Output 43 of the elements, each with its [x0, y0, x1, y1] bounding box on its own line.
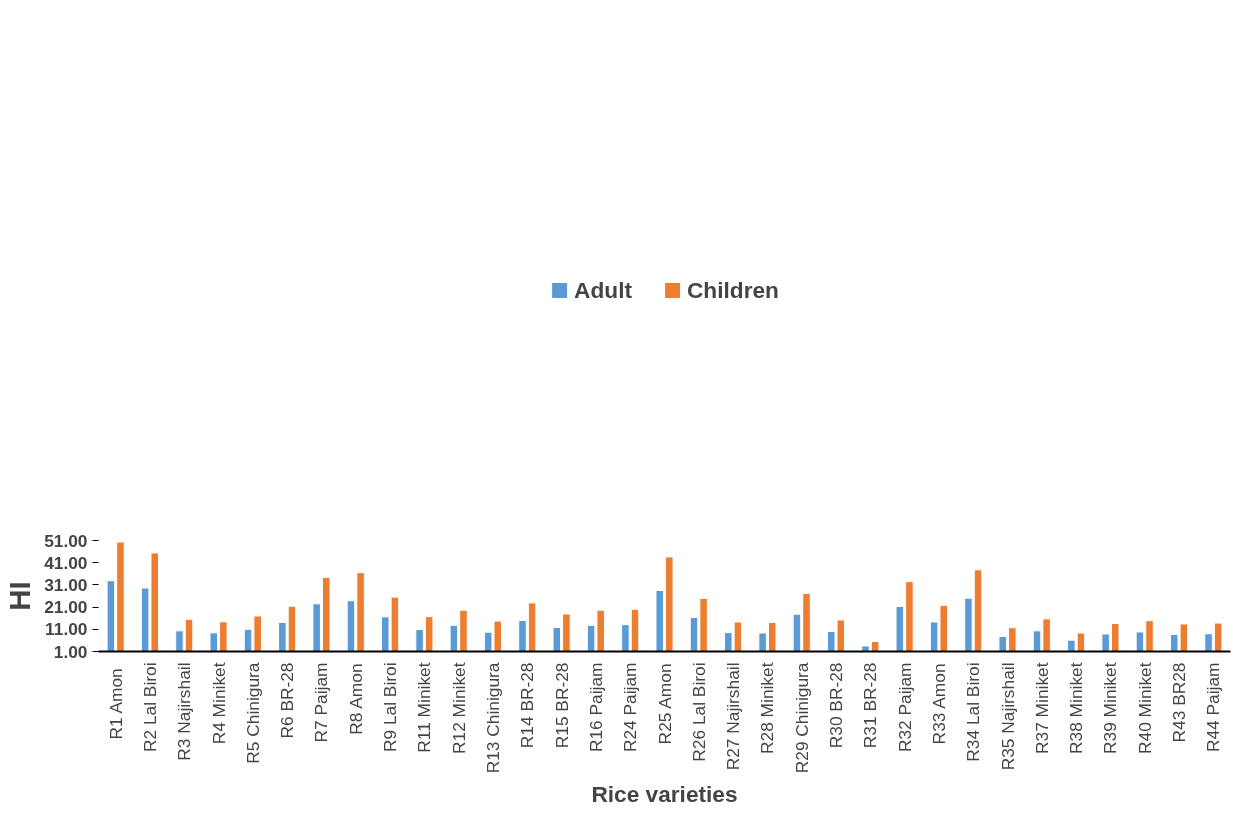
x-tick-label: R13 Chinigura — [482, 662, 503, 774]
x-tick-label: R26 Lal Biroi — [688, 662, 709, 762]
x-tick-label: R32 Paijam — [894, 662, 915, 753]
x-tick-label: R31 BR-28 — [860, 662, 881, 749]
x-tick-label: R5 Chinigura — [242, 662, 263, 764]
x-tick-label: R38 Miniket — [1066, 662, 1087, 754]
x-tick-label: R2 Lal Biroi — [139, 662, 160, 753]
x-tick-label: R12 Miniket — [448, 662, 469, 754]
x-axis-title: Rice varieties — [591, 781, 738, 808]
x-tick-label: R35 Najirshail — [997, 662, 1018, 771]
x-tick-label: R39 Miniket — [1100, 662, 1121, 754]
x-tick-label: R4 Miniket — [208, 662, 229, 745]
x-tick-label: R44 Paijam — [1203, 662, 1224, 753]
x-tick-label: R3 Najirshail — [174, 662, 195, 761]
legend-label: Children — [687, 276, 779, 304]
y-axis-title: HI — [3, 581, 37, 611]
y-tick-label: 51.00 — [44, 530, 88, 551]
x-tick-label: R33 Amon — [928, 663, 949, 745]
x-tick-label: R29 Chinigura — [791, 662, 812, 774]
y-tick-label: 21.00 — [44, 597, 88, 618]
x-tick-label: R14 BR-28 — [517, 662, 538, 749]
x-tick-label: R16 Paijam — [585, 662, 606, 753]
x-tick-label: R11 Miniket — [414, 662, 435, 753]
x-tick-label: R6 BR-28 — [277, 662, 298, 739]
x-tick-label: R43 BR28 — [1169, 662, 1190, 743]
x-tick-label: R9 Lal Biroi — [380, 662, 401, 753]
x-tick-label: R15 BR-28 — [551, 662, 572, 749]
x-tick-label: R28 Miniket — [757, 662, 778, 754]
y-tick-label: 31.00 — [44, 574, 88, 595]
x-tick-label: R34 Lal Biroi — [963, 662, 984, 762]
x-tick-label: R8 Amon — [345, 663, 366, 735]
y-tick-label: 41.00 — [44, 552, 88, 573]
x-tick-label: R37 Miniket — [1031, 662, 1052, 754]
x-tick-label: R30 BR-28 — [826, 662, 847, 749]
x-tick-label: R25 Amon — [654, 663, 675, 745]
y-tick-label: 11.00 — [45, 619, 88, 640]
x-tick-label: R7 Paijam — [311, 662, 332, 743]
x-tick-label: R1 Amon — [105, 668, 126, 740]
y-tick-label: 1.00 — [53, 641, 88, 662]
x-tick-label: R40 Miniket — [1134, 662, 1155, 754]
x-tick-label: R24 Paijam — [620, 662, 641, 753]
x-tick-label: R27 Najirshail — [723, 662, 744, 771]
legend-label: Adult — [574, 276, 632, 304]
